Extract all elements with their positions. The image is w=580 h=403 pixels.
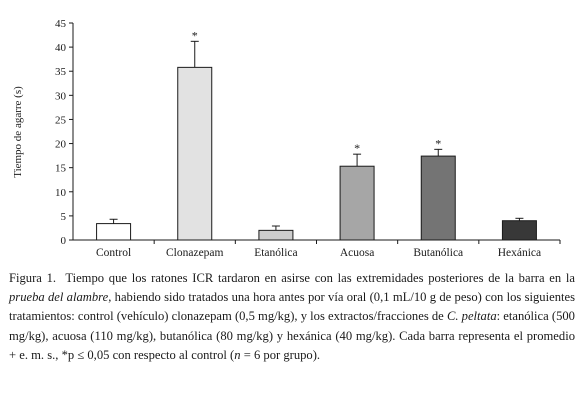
y-tick-label: 10 xyxy=(55,187,67,199)
bar-hexánica xyxy=(501,220,537,241)
y-axis: 0 5 10 15 20 25 30 35 40 45 xyxy=(55,18,74,247)
x-tick-label: Control xyxy=(96,247,131,259)
significance-marker: * xyxy=(354,141,360,155)
caption-text-4: = 6 por grupo). xyxy=(240,347,321,362)
caption-italic-1: prueba del alambre xyxy=(9,290,109,305)
bars: * * * xyxy=(96,28,537,241)
significance-marker: * xyxy=(435,136,441,150)
y-axis-label: Tiempo de agarre (s) xyxy=(12,86,24,178)
y-tick-label: 25 xyxy=(55,114,67,126)
y-tick-label: 0 xyxy=(61,235,67,247)
x-tick-label: Acuosa xyxy=(340,247,375,259)
figure-caption: Figura 1. Tiempo que los ratones ICR tar… xyxy=(9,269,575,365)
y-tick-label: 15 xyxy=(55,163,67,175)
caption-text-3: : etanólica (500 mg/kg), acuosa (110 mg/… xyxy=(9,309,575,362)
x-tick-label: Clonazepam xyxy=(166,247,224,259)
x-axis: Control Clonazepam Etanólica Acuosa Butanóli… xyxy=(73,239,561,259)
caption-text-2: , habiendo sido tratados una hora antes … xyxy=(9,290,575,324)
caption-italic-2: C. peltata xyxy=(446,309,497,324)
bar-etanólica xyxy=(258,229,294,241)
x-tick-label: Hexánica xyxy=(498,247,541,259)
y-tick-label: 30 xyxy=(55,90,67,102)
bar-acuosa xyxy=(339,165,375,241)
bar-butanólica xyxy=(420,155,456,241)
y-tick-label: 5 xyxy=(61,211,67,223)
y-tick-label: 40 xyxy=(55,42,67,54)
bar-clonazepam xyxy=(177,66,213,241)
caption-label: Figura 1. xyxy=(9,271,57,285)
bar-control xyxy=(96,223,132,241)
y-tick-label: 45 xyxy=(55,18,67,30)
significance-marker: * xyxy=(192,28,198,42)
x-tick-label: Butanólica xyxy=(413,247,463,259)
y-tick-label: 20 xyxy=(55,139,67,151)
bar-chart: 0 5 10 15 20 25 30 35 40 45 * * * Control Clonazepam… xyxy=(12,18,561,259)
x-tick-label: Etanólica xyxy=(254,247,297,259)
y-tick-label: 35 xyxy=(55,66,67,78)
caption-text-1: Tiempo que los ratones ICR tardaron en a… xyxy=(65,271,575,285)
caption-italic-3: n xyxy=(234,347,241,362)
